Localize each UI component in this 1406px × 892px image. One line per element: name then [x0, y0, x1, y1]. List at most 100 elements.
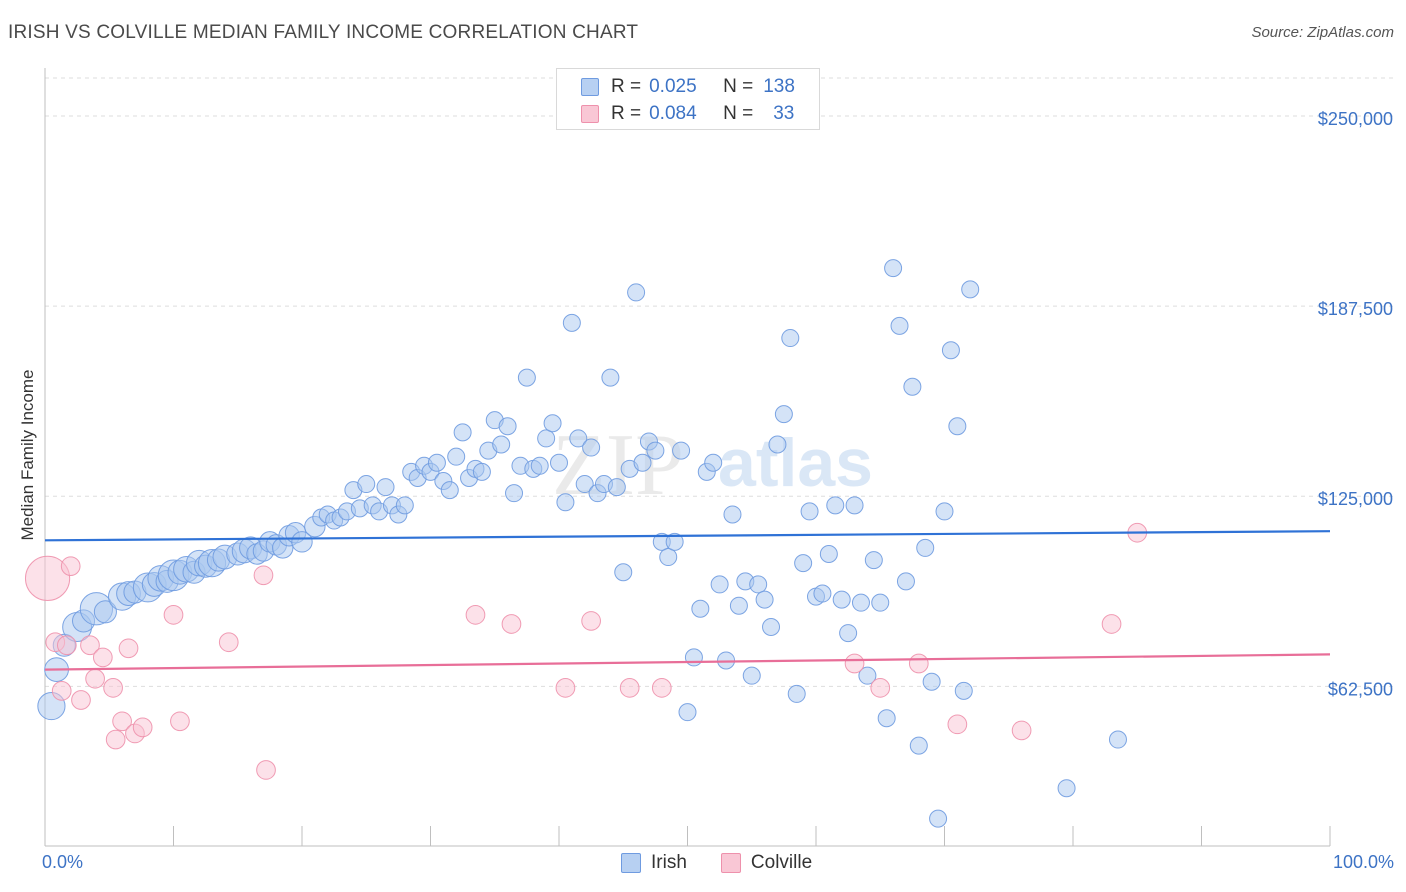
axes: [44, 68, 1331, 847]
irish-point: [903, 377, 922, 396]
irish-point: [627, 283, 646, 302]
irish-point: [845, 496, 864, 515]
irish-point: [935, 502, 954, 521]
irish-point: [826, 496, 845, 515]
colville-r-value: 0.084: [649, 103, 697, 124]
irish-point: [961, 280, 980, 299]
irish-point: [704, 453, 723, 472]
colville-point: [870, 677, 891, 698]
colville-point: [844, 653, 865, 674]
colville-point: [56, 635, 77, 656]
irish-legend-swatch: [621, 853, 641, 873]
irish-point: [813, 584, 832, 603]
stats-legend: R = 0.025 N = 138 R = 0.084 N = 33: [556, 68, 820, 130]
y-tick-labels: $250,000 $187,500 $125,000 $62,500: [1318, 109, 1393, 699]
irish-point: [929, 809, 948, 828]
irish-point: [665, 532, 684, 551]
irish-point: [556, 493, 575, 512]
series-legend: Irish Colville: [621, 852, 846, 874]
colville-trend-line: [44, 653, 1331, 671]
irish-point: [787, 684, 806, 703]
irish-point: [839, 624, 858, 643]
colville-point: [24, 555, 71, 601]
irish-point: [562, 313, 581, 332]
irish-point: [672, 441, 691, 460]
n-label: N =: [723, 103, 754, 124]
irish-point: [395, 496, 414, 515]
colville-point: [555, 677, 576, 698]
irish-point: [357, 475, 376, 494]
irish-point: [890, 316, 909, 335]
irish-point: [517, 368, 536, 387]
irish-point: [800, 502, 819, 521]
irish-point: [896, 572, 915, 591]
irish-point: [646, 441, 665, 460]
irish-point: [781, 329, 800, 348]
irish-point: [498, 417, 517, 436]
irish-point: [93, 600, 117, 624]
irish-point: [819, 545, 838, 564]
chart-title: IRISH VS COLVILLE MEDIAN FAMILY INCOME C…: [8, 22, 639, 43]
watermark-atlas: atlas: [718, 425, 873, 501]
irish-point: [749, 575, 768, 594]
x-tick-label-max: 100.0%: [1332, 852, 1394, 872]
colville-swatch: [581, 105, 599, 123]
legend-item-irish: Irish: [621, 852, 687, 874]
irish-point: [291, 531, 313, 553]
irish-point: [582, 438, 601, 457]
irish-r-value: 0.025: [649, 76, 697, 97]
legend-row-colville: R = 0.084 N = 33: [581, 102, 794, 126]
irish-point: [607, 478, 626, 497]
x-tick-label-min: 0.0%: [42, 852, 84, 872]
irish-point: [768, 435, 787, 454]
irish-point: [678, 703, 697, 722]
source-credit: Source: ZipAtlas.com: [1251, 24, 1394, 41]
irish-points: [37, 259, 1127, 828]
irish-point: [492, 435, 511, 454]
colville-point: [170, 711, 190, 732]
irish-point: [453, 423, 472, 442]
irish-point: [530, 456, 549, 475]
colville-point: [253, 565, 274, 586]
colville-point: [1011, 720, 1032, 741]
colville-point: [651, 677, 672, 698]
irish-point: [575, 475, 594, 494]
colville-point: [132, 717, 153, 738]
irish-point: [537, 429, 556, 448]
irish-point: [505, 484, 524, 503]
irish-point: [729, 596, 748, 615]
irish-point: [948, 417, 967, 436]
colville-point: [60, 556, 81, 577]
colville-point: [71, 690, 91, 710]
irish-point: [762, 618, 781, 637]
colville-point: [1101, 614, 1122, 634]
irish-point: [601, 368, 620, 387]
y-tick-label: $125,000: [1318, 489, 1393, 509]
y-tick-label: $187,500: [1318, 299, 1393, 319]
irish-point: [710, 575, 729, 594]
colville-point: [112, 711, 132, 732]
irish-n-value: 138: [763, 76, 795, 97]
irish-point: [427, 453, 446, 472]
colville-point: [80, 635, 100, 656]
colville-point: [118, 638, 139, 659]
irish-point: [941, 341, 960, 360]
colville-n-value: 33: [773, 103, 795, 124]
irish-point: [659, 548, 678, 567]
r-label: R =: [611, 76, 642, 97]
r-label: R =: [611, 103, 642, 124]
watermark: ZIP atlas: [552, 417, 873, 514]
colville-point: [51, 681, 72, 701]
irish-point: [633, 453, 652, 472]
colville-point: [92, 647, 113, 668]
irish-point: [1108, 730, 1127, 749]
irish-point: [954, 681, 973, 700]
irish-point: [794, 554, 813, 573]
irish-trend-line: [44, 530, 1331, 542]
colville-point: [103, 677, 123, 698]
legend-row-irish: R = 0.025 N = 138: [581, 75, 795, 99]
colville-point: [947, 714, 968, 735]
legend-item-colville: Colville: [720, 852, 812, 874]
colville-point: [256, 760, 276, 780]
